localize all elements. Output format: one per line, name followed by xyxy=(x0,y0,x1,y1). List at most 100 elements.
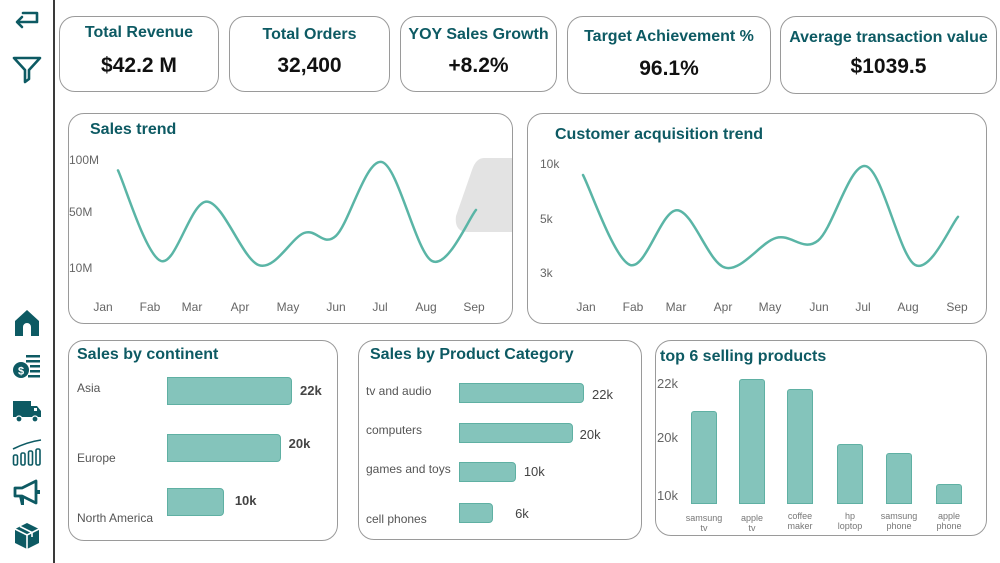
y-tick-label: 100M xyxy=(69,153,100,167)
bar-value-label: 22k xyxy=(300,383,322,398)
data-point xyxy=(956,215,960,219)
data-point xyxy=(380,160,384,164)
kpi-value: $1039.5 xyxy=(850,55,927,78)
kpi-title: Total Revenue xyxy=(84,24,194,41)
line-series-customers xyxy=(581,164,960,270)
bar-games-and-toys[interactable] xyxy=(459,462,516,482)
y-tick-label: 10M xyxy=(69,261,93,275)
y-tick-label: 10k xyxy=(657,488,678,503)
data-point xyxy=(864,164,868,168)
bar-category-label: apple tv xyxy=(740,513,764,533)
bar-computers[interactable] xyxy=(459,423,573,443)
y-tick-label: 22k xyxy=(657,376,678,391)
x-tick-label: Jan xyxy=(576,300,596,314)
chart-title: top 6 selling products xyxy=(660,348,827,365)
kpi-title: YOY Sales Growth xyxy=(408,26,549,43)
kpi-value: 96.1% xyxy=(639,57,699,80)
growth-chart-icon[interactable] xyxy=(10,436,44,470)
bar-category-label: Europe xyxy=(77,451,116,465)
bar-category-label: Asia xyxy=(77,381,101,395)
bar-tv-and-audio[interactable] xyxy=(459,383,584,403)
data-point xyxy=(774,236,778,240)
bar-category-label: tv and audio xyxy=(366,384,432,398)
filter-icon[interactable] xyxy=(10,52,44,86)
x-tick-label: Jul xyxy=(372,300,388,314)
chart-title: Sales by Product Category xyxy=(370,346,574,363)
bar-samsung-tv[interactable] xyxy=(691,411,717,504)
bar-value-label: 22k xyxy=(592,387,613,402)
data-point xyxy=(723,266,727,270)
finance-icon[interactable]: $ xyxy=(10,350,44,384)
bar-apple-phone[interactable] xyxy=(936,484,962,504)
y-tick-label: 20k xyxy=(657,430,678,445)
bar-value-label: 10k xyxy=(234,493,257,508)
bar-value-label: 20k xyxy=(288,436,311,451)
kpi-title: Average transaction value xyxy=(789,29,988,46)
data-point xyxy=(913,263,917,267)
data-point xyxy=(628,263,632,267)
x-tick-label: Fab xyxy=(622,300,644,314)
decorative-shape xyxy=(455,158,512,232)
bar-category-label: samsung tv xyxy=(685,513,723,533)
bar-apple-tv[interactable] xyxy=(739,378,765,504)
bar-coffee-maker[interactable] xyxy=(787,389,813,504)
bar-category-label: games and toys xyxy=(366,462,451,476)
x-tick-label: Jun xyxy=(809,300,829,314)
bar-category-label: cell phones xyxy=(366,512,427,526)
x-tick-label: Apr xyxy=(713,300,733,314)
chart-title: Sales trend xyxy=(90,121,177,138)
kpi-card-total-orders: Total Orders 32,400 xyxy=(229,16,390,92)
data-point xyxy=(581,173,585,177)
kpi-card-total-revenue: Total Revenue $42.2 M xyxy=(59,16,219,92)
x-tick-label: Mar xyxy=(665,300,687,314)
x-tick-label: Sep xyxy=(946,300,968,314)
bar-cell-phones[interactable] xyxy=(459,503,494,523)
x-tick-label: Jun xyxy=(326,300,346,314)
kpi-value: $42.2 M xyxy=(101,54,177,77)
kpi-value: +8.2% xyxy=(448,54,509,77)
bar-hp-loptop[interactable] xyxy=(837,443,863,504)
x-tick-label: May xyxy=(758,300,782,314)
chart-title: Customer acquisition trend xyxy=(555,126,764,143)
x-tick-label: Jan xyxy=(93,300,113,314)
sidebar: $ xyxy=(0,0,55,563)
bar-value-label: 10k xyxy=(523,464,545,479)
bar-europe[interactable] xyxy=(167,434,281,462)
x-tick-label: Aug xyxy=(897,300,919,314)
y-tick-label: 5k xyxy=(540,212,553,226)
data-point xyxy=(816,239,820,243)
bar-category-label: apple phone xyxy=(936,511,962,531)
x-tick-label: May xyxy=(276,300,300,314)
sales-by-continent-card: Sales by continent Asia 22k Europe 20k North… xyxy=(68,340,338,541)
x-tick-label: Mar xyxy=(181,300,203,314)
y-tick-label: 50M xyxy=(69,205,93,219)
x-tick-label: Aug xyxy=(415,300,437,314)
bar-category-label: samsung phone xyxy=(880,511,918,531)
sales-by-category-card: Sales by Product Category tv and audio 22… xyxy=(358,340,642,540)
delivery-truck-icon[interactable] xyxy=(10,393,44,427)
bar-category-label: North America xyxy=(77,511,154,525)
bar-samsung-phone[interactable] xyxy=(886,452,912,504)
customer-acquisition-chart xyxy=(581,164,960,270)
kpi-value: 32,400 xyxy=(277,54,342,77)
data-point xyxy=(205,200,209,204)
product-box-icon[interactable] xyxy=(10,519,44,553)
data-point xyxy=(474,208,478,212)
bar-category-label: coffee maker xyxy=(787,511,813,531)
back-icon[interactable] xyxy=(10,6,44,40)
megaphone-icon[interactable] xyxy=(10,476,44,510)
line-series-sales xyxy=(116,160,478,267)
sales-trend-card: Sales trend 100M 50M 10M Jan Fab Mar Apr May Jun… xyxy=(68,113,513,324)
data-point xyxy=(257,263,261,267)
data-point xyxy=(334,234,338,238)
bar-north-america[interactable] xyxy=(167,488,224,516)
data-point xyxy=(302,231,306,235)
x-tick-label: Jul xyxy=(855,300,871,314)
home-icon[interactable] xyxy=(10,306,44,340)
data-point xyxy=(159,259,163,263)
chart-title: Sales by continent xyxy=(77,346,219,363)
kpi-card-target-achievement: Target Achievement % 96.1% xyxy=(567,16,771,94)
x-tick-label: Apr xyxy=(230,300,250,314)
kpi-title: Target Achievement % xyxy=(584,28,754,45)
bar-asia[interactable] xyxy=(167,377,292,405)
